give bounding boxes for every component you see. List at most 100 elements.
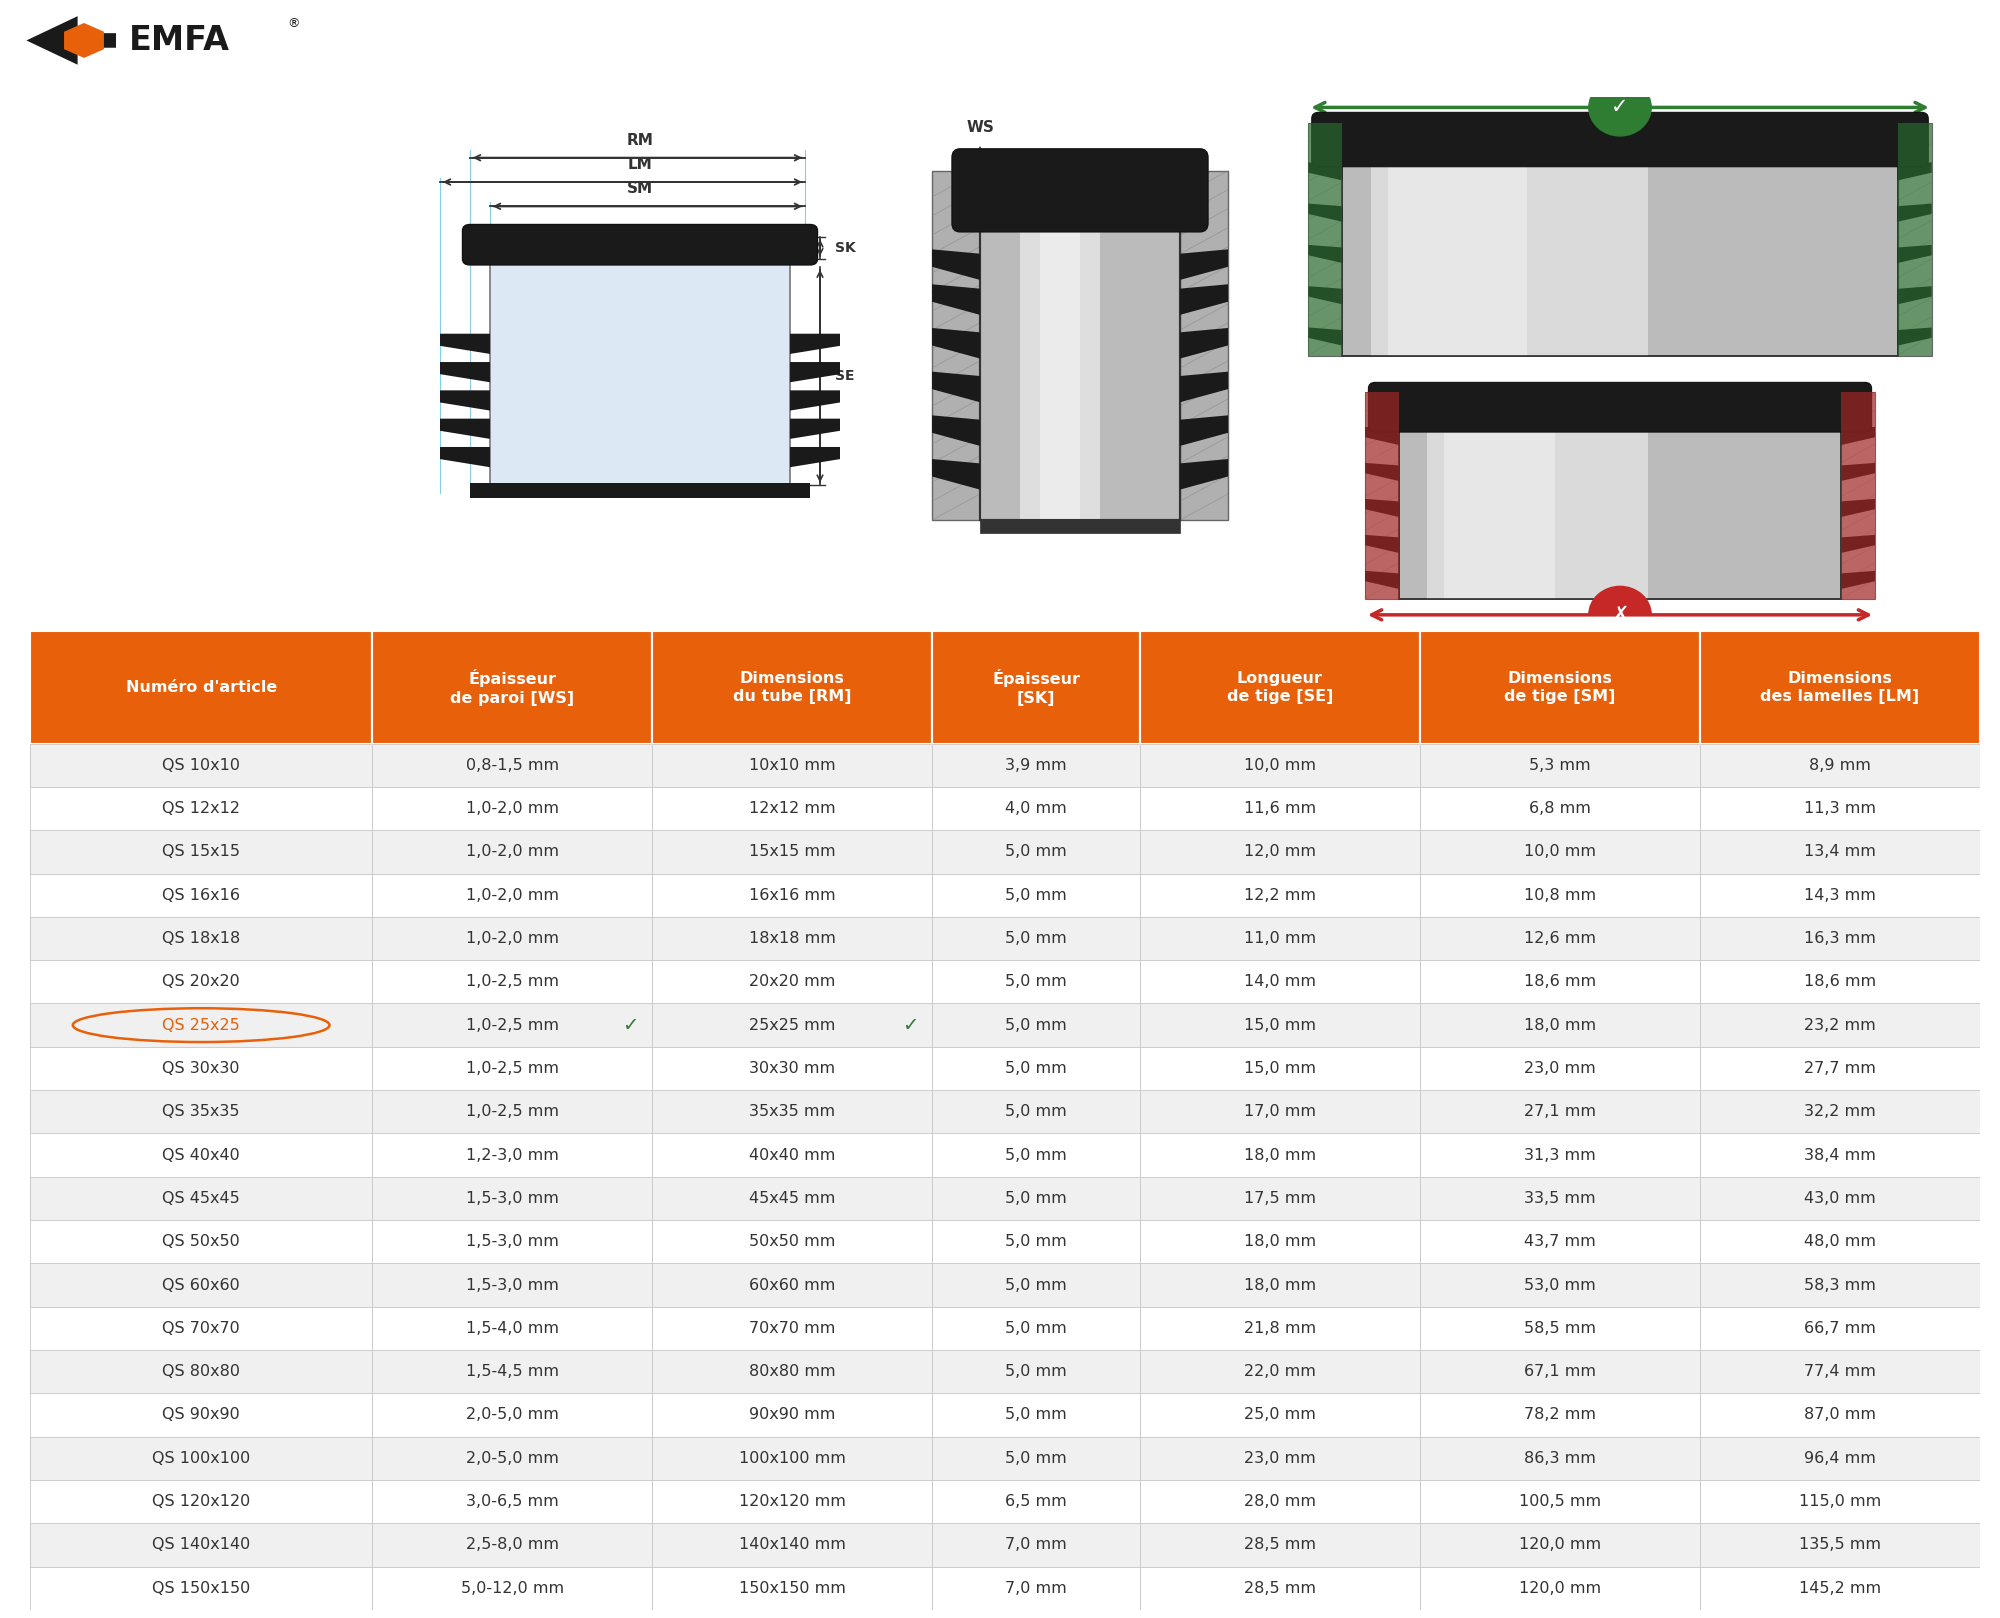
Text: 32,2 mm: 32,2 mm bbox=[1804, 1103, 1876, 1120]
Text: QS 50x50: QS 50x50 bbox=[162, 1235, 240, 1249]
Polygon shape bbox=[1898, 162, 1932, 181]
Polygon shape bbox=[790, 333, 840, 354]
Polygon shape bbox=[1840, 571, 1876, 589]
Polygon shape bbox=[1308, 162, 1342, 181]
Bar bbox=[1700, 1220, 1980, 1264]
Text: 1,2-3,0 mm: 1,2-3,0 mm bbox=[466, 1147, 558, 1163]
Bar bbox=[30, 1566, 372, 1610]
Bar bbox=[1420, 631, 1700, 744]
Text: 2,5-8,0 mm: 2,5-8,0 mm bbox=[466, 1537, 558, 1552]
Bar bbox=[1700, 1480, 1980, 1523]
Polygon shape bbox=[1840, 498, 1876, 518]
Text: 5,0 mm: 5,0 mm bbox=[1006, 1235, 1066, 1249]
Text: Dimensions
des lamelles [LM]: Dimensions des lamelles [LM] bbox=[1760, 670, 1920, 704]
Bar bbox=[652, 1220, 932, 1264]
Bar bbox=[30, 1003, 372, 1047]
Text: 66,7 mm: 66,7 mm bbox=[1804, 1320, 1876, 1336]
Bar bbox=[372, 1003, 652, 1047]
Bar bbox=[1342, 159, 1898, 356]
Bar bbox=[30, 744, 372, 786]
Text: 53,0 mm: 53,0 mm bbox=[1524, 1278, 1596, 1293]
Bar bbox=[1308, 123, 1342, 356]
Bar bbox=[30, 1220, 372, 1264]
Text: 60x60 mm: 60x60 mm bbox=[750, 1278, 836, 1293]
Text: QS 100x100: QS 100x100 bbox=[152, 1451, 250, 1466]
Text: 90x90 mm: 90x90 mm bbox=[750, 1408, 836, 1422]
Text: 100,5 mm: 100,5 mm bbox=[1518, 1493, 1600, 1510]
Bar bbox=[932, 1480, 1140, 1523]
Bar bbox=[932, 744, 1140, 786]
Bar bbox=[932, 1349, 1140, 1393]
Polygon shape bbox=[1898, 204, 1932, 222]
Polygon shape bbox=[440, 390, 490, 411]
Bar bbox=[30, 874, 372, 917]
Text: 12,6 mm: 12,6 mm bbox=[1524, 930, 1596, 947]
Text: 20x20 mm: 20x20 mm bbox=[750, 974, 836, 989]
Text: 27,1 mm: 27,1 mm bbox=[1524, 1103, 1596, 1120]
Bar bbox=[652, 1480, 932, 1523]
Text: 1,0-2,5 mm: 1,0-2,5 mm bbox=[466, 974, 558, 989]
Text: SK: SK bbox=[836, 241, 856, 256]
Polygon shape bbox=[1364, 463, 1400, 481]
Text: 12,2 mm: 12,2 mm bbox=[1244, 888, 1316, 903]
Text: 0,8-1,5 mm: 0,8-1,5 mm bbox=[466, 757, 558, 773]
Text: QS 16x16: QS 16x16 bbox=[162, 888, 240, 903]
Polygon shape bbox=[26, 16, 116, 65]
Bar bbox=[652, 1437, 932, 1480]
Bar bbox=[1140, 1480, 1420, 1523]
Bar bbox=[1420, 1480, 1700, 1523]
Text: 1,5-3,0 mm: 1,5-3,0 mm bbox=[466, 1191, 558, 1205]
Text: 120x120 mm: 120x120 mm bbox=[738, 1493, 846, 1510]
Bar bbox=[1420, 1091, 1700, 1134]
Bar bbox=[1420, 1566, 1700, 1610]
Text: 10x10 mm: 10x10 mm bbox=[750, 757, 836, 773]
Text: QS 20x20: QS 20x20 bbox=[162, 974, 240, 989]
Text: 18,0 mm: 18,0 mm bbox=[1524, 1018, 1596, 1032]
Text: 5,0 mm: 5,0 mm bbox=[1006, 845, 1066, 859]
Text: 78,2 mm: 78,2 mm bbox=[1524, 1408, 1596, 1422]
Bar bbox=[1700, 1134, 1980, 1176]
Text: QS 45x45: QS 45x45 bbox=[162, 1191, 240, 1205]
Bar bbox=[1700, 1393, 1980, 1437]
Bar bbox=[652, 1523, 932, 1566]
Bar bbox=[372, 1523, 652, 1566]
Text: 12,0 mm: 12,0 mm bbox=[1244, 845, 1316, 859]
Text: 70x70 mm: 70x70 mm bbox=[750, 1320, 836, 1336]
Text: 25,0 mm: 25,0 mm bbox=[1244, 1408, 1316, 1422]
Text: QS 18x18: QS 18x18 bbox=[162, 930, 240, 947]
Polygon shape bbox=[64, 23, 104, 58]
Bar bbox=[30, 1437, 372, 1480]
Polygon shape bbox=[1180, 328, 1228, 359]
Polygon shape bbox=[1840, 463, 1876, 481]
Text: LM: LM bbox=[628, 157, 652, 172]
Bar bbox=[1700, 959, 1980, 1003]
Polygon shape bbox=[1840, 536, 1876, 553]
Polygon shape bbox=[440, 333, 490, 354]
Text: 1,0-2,5 mm: 1,0-2,5 mm bbox=[466, 1103, 558, 1120]
Bar bbox=[1420, 1047, 1700, 1091]
Text: 7,0 mm: 7,0 mm bbox=[1006, 1581, 1066, 1595]
FancyBboxPatch shape bbox=[462, 225, 818, 265]
Text: 8,9 mm: 8,9 mm bbox=[1810, 757, 1870, 773]
Bar bbox=[1700, 830, 1980, 874]
Text: ✓: ✓ bbox=[1612, 97, 1628, 118]
Text: 80x80 mm: 80x80 mm bbox=[750, 1364, 836, 1379]
Bar bbox=[30, 1307, 372, 1349]
Bar bbox=[1140, 1264, 1420, 1307]
Text: 17,5 mm: 17,5 mm bbox=[1244, 1191, 1316, 1205]
Text: 11,6 mm: 11,6 mm bbox=[1244, 801, 1316, 815]
Circle shape bbox=[1588, 79, 1652, 136]
Bar bbox=[30, 1134, 372, 1176]
Bar bbox=[1400, 424, 1840, 599]
Bar bbox=[1420, 1003, 1700, 1047]
Polygon shape bbox=[1180, 249, 1228, 280]
Text: 135,5 mm: 135,5 mm bbox=[1798, 1537, 1880, 1552]
Bar bbox=[652, 1393, 932, 1437]
Text: 4,0 mm: 4,0 mm bbox=[1006, 801, 1066, 815]
Bar bbox=[932, 786, 1140, 830]
Text: 16,3 mm: 16,3 mm bbox=[1804, 930, 1876, 947]
Bar bbox=[652, 959, 932, 1003]
Text: 12x12 mm: 12x12 mm bbox=[750, 801, 836, 815]
Bar bbox=[1700, 917, 1980, 959]
Text: 10,0 mm: 10,0 mm bbox=[1524, 845, 1596, 859]
